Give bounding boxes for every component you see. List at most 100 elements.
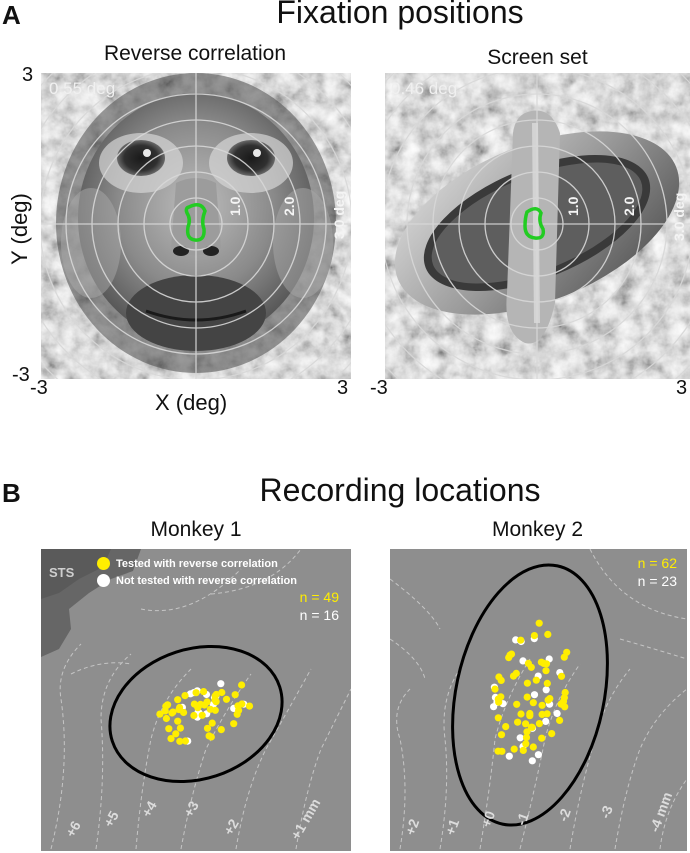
x-axis-label: X (deg)	[155, 390, 228, 415]
monkey2-site-tested	[538, 710, 546, 718]
monkey2-site-tested	[522, 733, 531, 741]
monkey1-site-tested	[200, 701, 209, 709]
monkey2-site-tested	[513, 700, 521, 708]
monkey2-title: Monkey 2	[491, 518, 584, 541]
monkey2-site-tested	[530, 632, 538, 640]
monkey2-site-not-tested	[528, 757, 536, 765]
monkey2-site-tested	[491, 685, 499, 693]
right-x-tick-right: 3	[676, 377, 688, 399]
monkey2-site-not-tested	[542, 686, 550, 694]
monkey1-map: Tested with reverse correlation Not test…	[41, 549, 351, 851]
y-axis-label: Y (deg)	[7, 193, 32, 265]
left-stimulus-title: Reverse correlation	[103, 42, 287, 65]
monkey2-site-tested	[494, 714, 502, 722]
monkey2-site-tested	[540, 659, 548, 667]
monkey2-site-tested	[538, 734, 546, 742]
monkey1-site-tested	[212, 698, 220, 706]
monkey2-site-tested	[544, 630, 552, 638]
monkey1-site-tested	[176, 703, 184, 712]
right-ring-label-1: 1.0	[565, 196, 581, 216]
monkey1-site-tested	[238, 681, 246, 689]
monkey1-site-tested	[198, 711, 206, 719]
monkey1-site-tested	[222, 695, 231, 703]
monkey1-site-tested	[181, 692, 189, 700]
monkey1-site-tested	[212, 690, 220, 699]
monkey2-site-not-tested	[519, 657, 527, 665]
polar-grid-right	[385, 73, 690, 379]
monkey1-site-tested	[169, 708, 177, 716]
monkey2-site-tested	[519, 746, 527, 754]
monkey1-site-tested	[203, 724, 212, 732]
monkey2-site-tested	[548, 730, 556, 738]
monkey1-site-tested	[230, 720, 238, 728]
monkey1-site-tested	[217, 726, 225, 734]
monkey1-site-not-tested	[217, 680, 225, 688]
panel-a-letter: A	[2, 0, 21, 30]
monkey2-site-tested	[535, 619, 543, 627]
monkey2-site-tested	[526, 709, 534, 718]
left-ring-label-2: 2.0	[281, 196, 297, 216]
legend: Tested with reverse correlation Not test…	[97, 555, 297, 589]
monkey2-site-tested	[523, 679, 531, 687]
monkey1-site-tested	[165, 725, 173, 733]
monkey2-site-tested	[509, 672, 518, 680]
monkey2-site-tested	[522, 740, 530, 748]
monkey2-site-tested	[497, 731, 506, 739]
right-stimulus-title: Screen set	[487, 46, 588, 69]
monkey1-site-tested	[156, 710, 164, 718]
monkey2-site-tested	[535, 720, 543, 728]
monkey2-site-not-tested	[530, 691, 539, 699]
monkey1-site-tested	[176, 737, 184, 745]
monkey2-site-tested	[529, 743, 537, 751]
monkey1-site-tested	[208, 719, 216, 727]
monkey2-site-not-tested	[516, 734, 524, 742]
monkey2-site-tested	[528, 723, 536, 731]
fixation-contour-left	[184, 203, 207, 242]
legend-tested-swatch	[97, 557, 110, 570]
monkey1-site-tested	[162, 714, 170, 723]
monkey1-n-not-tested: n = 16	[299, 607, 339, 623]
right-ring-label-3: 3.0 deg	[671, 192, 687, 241]
monkey2-site-not-tested	[505, 752, 513, 760]
monkey1-site-tested	[245, 702, 254, 710]
monkey2-site-tested	[563, 648, 571, 656]
monkey2-site-tested	[543, 679, 551, 687]
monkey1-site-tested	[172, 730, 180, 738]
monkey1-n-tested: n = 49	[299, 589, 339, 605]
monkey1-site-tested	[190, 711, 198, 720]
monkey1-site-tested	[162, 702, 170, 710]
left-ring-label-1: 1.0	[227, 196, 243, 216]
monkey1-site-tested	[200, 688, 208, 696]
panel-a-title: Fixation positions	[276, 0, 524, 30]
monkey2-site-tested	[523, 693, 531, 701]
legend-not-tested-label: Not tested with reverse correlation	[116, 574, 297, 587]
monkey1-site-tested	[192, 689, 200, 697]
right-x-tick-left: -3	[370, 377, 388, 399]
legend-not-tested-swatch	[97, 574, 110, 587]
monkey2-site-tested	[559, 697, 568, 705]
monkey2-site-tested	[502, 723, 510, 731]
monkey1-site-tested	[174, 717, 182, 725]
monkey1-site-tested	[218, 688, 226, 697]
panel-b-title: Recording locations	[259, 472, 541, 508]
monkey1-site-tested	[181, 737, 189, 745]
monkey1-site-tested	[207, 733, 215, 741]
fixation-contour-right	[523, 207, 546, 240]
monkey2-site-tested	[495, 673, 503, 681]
monkey2-site-tested	[524, 659, 532, 667]
y-tick-top: 3	[22, 64, 34, 86]
monkey2-n-tested: n = 62	[637, 555, 677, 571]
monkey2-site-tested	[517, 636, 525, 644]
monkey2-site-tested	[556, 716, 564, 724]
monkey2-site-tested	[523, 728, 531, 736]
monkey2-site-not-tested	[553, 709, 561, 718]
panel-b-letter: B	[2, 478, 21, 508]
left-spread-label: 0.55 deg	[49, 79, 116, 98]
monkey1-site-tested	[190, 700, 198, 708]
monkey2-site-tested	[561, 703, 569, 711]
monkey2-n-not-tested: n = 23	[637, 573, 677, 589]
recording-region-ellipse-2	[451, 563, 609, 827]
sts-label: STS	[49, 565, 75, 580]
y-tick-bottom: -3	[12, 364, 30, 386]
polar-grid-left	[41, 73, 351, 379]
